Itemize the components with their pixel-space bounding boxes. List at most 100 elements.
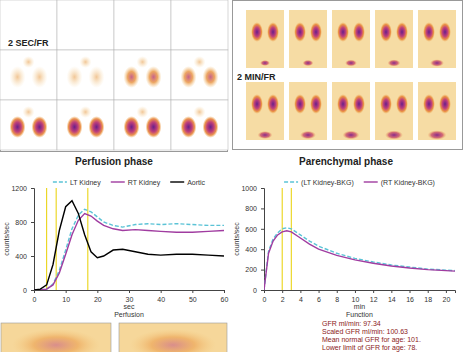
frame-cell bbox=[418, 10, 456, 68]
tick-label: 10 bbox=[62, 296, 70, 303]
frame bbox=[332, 10, 370, 68]
frame bbox=[0, 100, 57, 150]
tick-mark bbox=[337, 290, 338, 293]
marker-line bbox=[282, 188, 283, 290]
bladder bbox=[430, 59, 444, 67]
frame-cell bbox=[332, 10, 370, 68]
series-line bbox=[34, 209, 224, 290]
frame bbox=[418, 82, 456, 140]
tick-label: 600 bbox=[245, 226, 257, 233]
image-blob bbox=[130, 329, 216, 352]
y-label: counts/sec bbox=[233, 222, 240, 256]
kidney bbox=[294, 94, 306, 114]
tick: 0 bbox=[23, 287, 34, 294]
heart bbox=[23, 56, 35, 68]
heart bbox=[194, 106, 206, 118]
tick-label: 14 bbox=[388, 296, 396, 303]
bladder bbox=[300, 131, 316, 139]
image-panels: 2 SEC/FR2 MIN/FR bbox=[0, 0, 463, 152]
frame-cell bbox=[114, 50, 171, 100]
frame-cell bbox=[0, 0, 57, 50]
marker-line bbox=[291, 188, 292, 290]
tick: 400 bbox=[15, 253, 34, 260]
kidney bbox=[396, 94, 408, 114]
frame bbox=[289, 10, 327, 68]
result-line: Mean normal GFR for age: 101. bbox=[322, 336, 421, 344]
frame-cell bbox=[375, 82, 413, 140]
legend: LT KidneyRT KidneyAortic bbox=[53, 179, 206, 187]
kidney bbox=[337, 94, 349, 114]
tick: 2 bbox=[281, 290, 285, 303]
result-line: Scaled GFR ml/min: 100.63 bbox=[322, 328, 408, 335]
heart bbox=[80, 106, 92, 118]
legend-item: (RT Kidney-BKG) bbox=[364, 179, 435, 187]
legend-item: RT Kidney bbox=[111, 179, 161, 187]
frame-cell bbox=[0, 50, 57, 100]
frame-cell bbox=[418, 82, 456, 140]
frame-cell bbox=[171, 50, 228, 100]
tick-mark bbox=[355, 290, 356, 293]
kidney bbox=[439, 22, 451, 42]
tick-mark bbox=[129, 290, 130, 293]
tick-label: 2 bbox=[281, 296, 285, 303]
bladder bbox=[258, 131, 273, 139]
tick: 14 bbox=[388, 290, 396, 303]
legend: (LT Kidney-BKG)(RT Kidney-BKG) bbox=[284, 179, 435, 187]
image-blob bbox=[12, 329, 100, 352]
kidney bbox=[10, 66, 26, 88]
series-line bbox=[34, 201, 224, 290]
kidney bbox=[294, 22, 306, 42]
tick: 8 bbox=[335, 290, 339, 303]
frame bbox=[375, 10, 413, 68]
frame-cell bbox=[375, 10, 413, 68]
frame bbox=[114, 50, 171, 100]
legend-swatch bbox=[284, 181, 298, 182]
heart bbox=[80, 56, 92, 68]
tick-mark bbox=[319, 290, 320, 293]
tick-mark bbox=[261, 229, 264, 230]
kidney bbox=[396, 22, 408, 42]
kidney bbox=[353, 94, 365, 114]
frame bbox=[0, 0, 57, 50]
tick-mark bbox=[31, 188, 34, 189]
tick-label: 60 bbox=[221, 296, 229, 303]
y-axis: 0 400 800 1200 bbox=[11, 185, 34, 294]
frame bbox=[57, 50, 114, 100]
kidney bbox=[251, 22, 263, 42]
tick-label: 20 bbox=[443, 296, 451, 303]
frame bbox=[171, 0, 228, 50]
tick-label: 1200 bbox=[11, 185, 27, 192]
kidney bbox=[310, 22, 322, 42]
tick-label: 1000 bbox=[241, 185, 257, 192]
frame-cell bbox=[57, 0, 114, 50]
bladder bbox=[260, 60, 270, 66]
tick-mark bbox=[261, 249, 264, 250]
frame bbox=[114, 100, 171, 150]
kidney bbox=[67, 116, 83, 138]
heart bbox=[194, 56, 206, 68]
tick: 60 bbox=[221, 290, 229, 303]
kidney bbox=[337, 22, 349, 42]
kidney bbox=[10, 116, 26, 138]
kidney bbox=[67, 66, 83, 88]
frame bbox=[57, 100, 114, 150]
frame-cell bbox=[332, 82, 370, 140]
frame bbox=[289, 82, 327, 140]
tick-mark bbox=[300, 290, 301, 293]
kidney bbox=[439, 94, 451, 114]
tick-label: 50 bbox=[189, 296, 197, 303]
bladder bbox=[428, 130, 447, 140]
frame-cell bbox=[289, 82, 327, 140]
kidney bbox=[380, 94, 392, 114]
tick-label: 800 bbox=[15, 219, 27, 226]
frame-cell bbox=[114, 100, 171, 150]
bladder bbox=[388, 59, 401, 66]
x-label: sec bbox=[124, 303, 135, 310]
x-label: min bbox=[354, 303, 365, 310]
tick: 10 bbox=[62, 290, 70, 303]
bladder bbox=[345, 60, 357, 67]
tick-mark bbox=[261, 188, 264, 189]
x-caption: Function bbox=[346, 311, 373, 318]
tick-label: 0 bbox=[253, 287, 257, 294]
caption: Perfusion phase bbox=[75, 156, 153, 167]
